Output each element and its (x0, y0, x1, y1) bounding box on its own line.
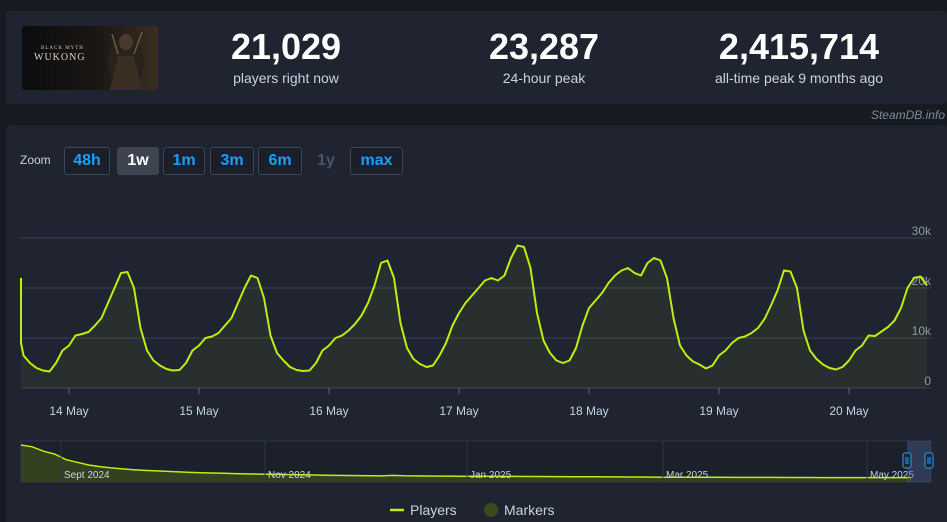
zoom-1m-button[interactable]: 1m (163, 147, 205, 175)
x-tick-label: 15 May (179, 404, 218, 418)
x-tick-label: 14 May (49, 404, 88, 418)
game-thumbnail[interactable]: BLACK MYTH WUKONG (22, 26, 158, 90)
x-tick-label: 18 May (569, 404, 608, 418)
players-line[interactable] (20, 244, 928, 373)
navigator-handle[interactable] (924, 452, 934, 469)
y-tick-label: 30k (912, 224, 932, 238)
all-time-peak-value: 2,415,714 (718, 26, 880, 67)
all-time-peak-label: all-time peak 9 months ago (714, 70, 884, 86)
y-tick-label: 10k (912, 324, 932, 338)
zoom-1w-button[interactable]: 1w (117, 147, 159, 175)
navigator-handle[interactable] (902, 452, 912, 469)
peak-24h-label: 24-hour peak (502, 70, 586, 86)
thumb-title: WUKONG (34, 52, 86, 63)
current-players-label: players right now (233, 70, 339, 86)
stat-24h-peak: 23,287 24-hour peak (474, 27, 614, 87)
chart-gridlines (21, 237, 931, 389)
steamdb-credit[interactable]: SteamDB.info (870, 108, 945, 122)
game-art (22, 26, 158, 90)
x-axis-ticks: 14 May 15 May 16 May 17 May 18 May 19 May 20 M… (49, 388, 869, 418)
legend-markers-swatch (484, 503, 498, 517)
navigator-label: Mar 2025 (666, 470, 709, 481)
stats-panel: BLACK MYTH WUKONG 21,029 players right n… (6, 11, 947, 104)
players-area-fill (21, 245, 927, 388)
navigator-label: Nov 2024 (268, 470, 311, 481)
y-tick-label: 0 (924, 374, 931, 388)
x-tick-label: 17 May (439, 404, 478, 418)
x-tick-label: 20 May (829, 404, 868, 418)
zoom-3m-button[interactable]: 3m (210, 147, 254, 175)
zoom-label: Zoom (20, 153, 51, 167)
peak-24h-value: 23,287 (488, 26, 600, 67)
chart-legend: Players Markers (0, 500, 947, 520)
navigator-label: Jan 2025 (470, 470, 512, 481)
thumb-subtitle: BLACK MYTH (41, 46, 84, 51)
zoom-1y-button: 1y (317, 152, 335, 169)
legend-players-label[interactable]: Players (410, 502, 457, 518)
x-tick-label: 16 May (309, 404, 348, 418)
navigator-line (20, 444, 911, 479)
navigator-label: Sept 2024 (64, 470, 110, 481)
navigator[interactable]: Sept 2024 Nov 2024 Jan 2025 Mar 2025 May 202… (20, 440, 934, 483)
legend-markers-label[interactable]: Markers (504, 502, 555, 518)
navigator-label: May 2025 (870, 470, 914, 481)
zoom-6m-button[interactable]: 6m (258, 147, 302, 175)
zoom-48h-button[interactable]: 48h (64, 147, 110, 175)
players-area (21, 245, 927, 388)
stat-all-time-peak: 2,415,714 all-time peak 9 months ago (704, 27, 894, 87)
current-players-value: 21,029 (230, 26, 342, 67)
zoom-max-button[interactable]: max (350, 147, 403, 175)
players-series (20, 244, 928, 373)
stat-current-players: 21,029 players right now (226, 27, 346, 87)
x-tick-label: 19 May (699, 404, 738, 418)
